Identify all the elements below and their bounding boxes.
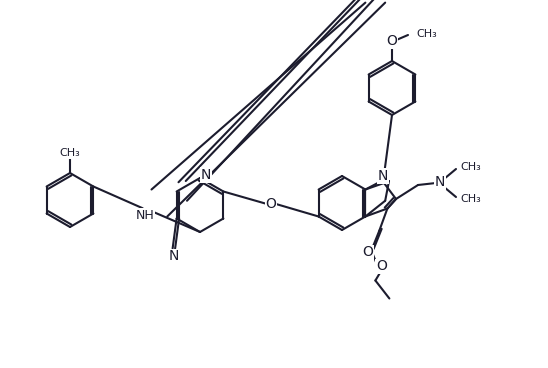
- Text: O: O: [266, 197, 276, 211]
- Text: N: N: [201, 168, 212, 182]
- Text: CH₃: CH₃: [460, 162, 481, 172]
- Text: CH₃: CH₃: [416, 29, 437, 39]
- Text: CH₃: CH₃: [460, 194, 481, 204]
- Text: N: N: [435, 175, 445, 189]
- Text: NH: NH: [135, 209, 154, 222]
- Text: CH₃: CH₃: [60, 148, 81, 158]
- Text: O: O: [386, 34, 397, 48]
- Text: O: O: [376, 259, 387, 273]
- Text: O: O: [363, 245, 373, 259]
- Text: N: N: [378, 169, 388, 183]
- Text: N: N: [168, 250, 179, 263]
